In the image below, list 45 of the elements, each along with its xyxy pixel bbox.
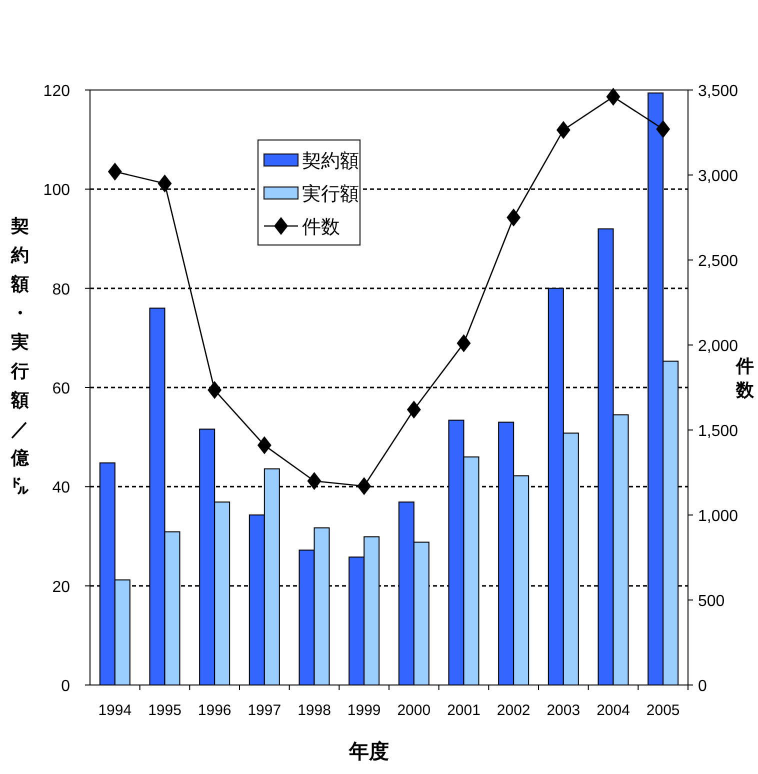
x-tick-label: 2003 xyxy=(546,702,580,719)
y-tick-label: 0 xyxy=(61,678,70,695)
x-tick-label: 1999 xyxy=(347,702,381,719)
point xyxy=(158,174,172,192)
x-tick-label: 1998 xyxy=(298,702,331,719)
point xyxy=(108,162,122,181)
point xyxy=(257,436,272,454)
x-tick-label: 2002 xyxy=(496,702,530,719)
x-tick-label: 2004 xyxy=(596,702,630,719)
point xyxy=(208,381,222,400)
point xyxy=(506,208,521,226)
y-tick-label: 60 xyxy=(52,380,70,398)
x-tick-label: 2001 xyxy=(447,702,480,719)
x-tick-label: 1996 xyxy=(198,702,232,719)
point xyxy=(357,477,372,496)
y2-tick-label: 3,000 xyxy=(698,168,738,185)
y-tick-label: 40 xyxy=(52,480,70,497)
y2-tick-label: 500 xyxy=(698,593,725,610)
y-tick-label: 20 xyxy=(52,578,70,596)
y2-axis-title: 件数 xyxy=(735,356,755,400)
point xyxy=(656,120,670,138)
y2-tick-label: 1,500 xyxy=(698,423,738,440)
x-tick-label: 1997 xyxy=(248,702,282,719)
y-tick-label: 120 xyxy=(43,83,70,100)
y-tick-label: 80 xyxy=(52,281,70,298)
point xyxy=(406,400,421,419)
x-axis-title: 年度 xyxy=(348,740,389,763)
x-tick-label: 1994 xyxy=(98,702,132,719)
y2-tick-label: 1,000 xyxy=(698,508,738,525)
legend-label: 契約額 xyxy=(302,151,359,172)
y2-tick-label: 0 xyxy=(698,678,707,695)
y2-tick-label: 2,000 xyxy=(698,338,738,355)
x-tick-label: 2000 xyxy=(397,702,431,719)
point xyxy=(606,88,620,106)
y2-tick-label: 2,500 xyxy=(698,253,738,270)
point xyxy=(556,120,570,139)
legend-label: 件数 xyxy=(302,217,340,238)
x-tick-label: 2005 xyxy=(646,702,680,719)
text: 契約額・実行額／億㌦ xyxy=(11,216,29,497)
y2-tick-label: 3,500 xyxy=(698,83,738,100)
x-tick-label: 1995 xyxy=(148,702,182,719)
legend-label: 実行額 xyxy=(302,183,359,205)
point xyxy=(307,472,322,490)
point xyxy=(456,334,471,352)
y-tick-label: 100 xyxy=(43,182,70,200)
